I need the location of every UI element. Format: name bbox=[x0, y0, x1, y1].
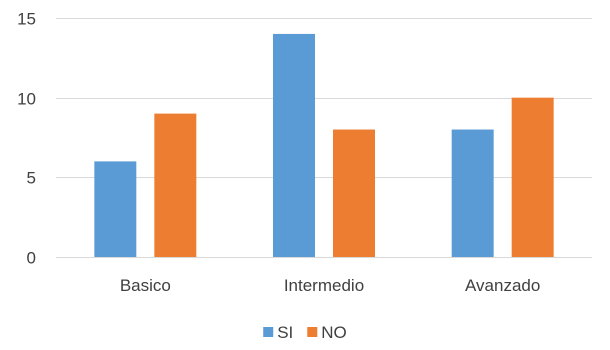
y-axis-tick-labels: 0 5 10 15 bbox=[17, 10, 36, 268]
legend-swatch-si bbox=[263, 327, 274, 337]
y-tick-label: 10 bbox=[17, 90, 36, 109]
y-tick-label: 0 bbox=[27, 249, 36, 268]
bar-no-basico bbox=[154, 113, 197, 257]
bar-si-avanzado bbox=[451, 129, 494, 257]
x-tick-label: Intermedio bbox=[284, 276, 364, 295]
y-tick-label: 15 bbox=[17, 10, 36, 29]
bar-si-intermedio bbox=[273, 33, 315, 257]
gridlines bbox=[56, 18, 592, 258]
x-axis-tick-labels: Basico Intermedio Avanzado bbox=[120, 276, 541, 295]
x-tick-label: Basico bbox=[120, 276, 171, 295]
legend: SI NO bbox=[263, 323, 347, 342]
legend-label-no: NO bbox=[321, 323, 347, 342]
bar-no-intermedio bbox=[333, 129, 375, 257]
bar-si-basico bbox=[94, 161, 137, 257]
legend-label-si: SI bbox=[277, 323, 293, 342]
legend-swatch-no bbox=[307, 327, 318, 337]
bars bbox=[94, 33, 554, 258]
x-tick-label: Avanzado bbox=[465, 276, 540, 295]
bar-no-avanzado bbox=[511, 97, 554, 258]
y-tick-label: 5 bbox=[27, 169, 36, 188]
